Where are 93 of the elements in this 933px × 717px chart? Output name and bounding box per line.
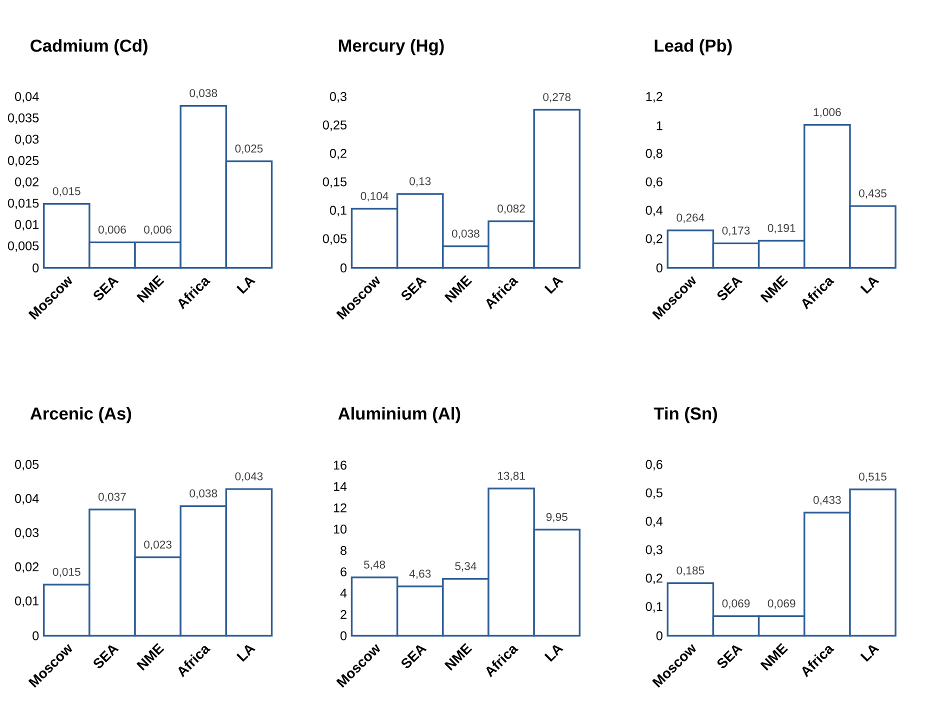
y-tick-label: 16: [334, 460, 346, 470]
y-tick-label: 6: [340, 567, 346, 576]
y-tick-label: 0,1: [330, 206, 346, 216]
y-tick-label: 0,4: [646, 206, 663, 216]
y-tick-label: 0,4: [646, 516, 663, 528]
y-tick-label: 0,1: [646, 602, 662, 613]
y-tick-label: 0,8: [646, 148, 662, 160]
y-tick-label: 0,6: [646, 177, 662, 188]
data-label: 0,006: [98, 226, 126, 235]
data-label: 1,006: [814, 108, 841, 118]
y-tick-label: 14: [334, 482, 347, 491]
y-tick-label: 0,3: [646, 545, 662, 556]
y-tick-label: 2: [340, 610, 346, 619]
y-tick-label: 0,03: [15, 134, 39, 146]
data-label: 0,433: [813, 496, 841, 506]
y-tick-label: 0,02: [15, 562, 39, 573]
chart-title: Arcenic (As): [30, 406, 132, 424]
x-tick-label: LA: [236, 645, 256, 662]
data-label: 9,95: [546, 512, 568, 522]
y-tick-label: 0: [32, 263, 39, 272]
data-label: 0,023: [144, 540, 172, 550]
chart-title: Aluminium (Al): [338, 406, 460, 424]
data-label: 0,015: [52, 568, 80, 578]
x-tick-label: SEA: [94, 277, 119, 300]
y-tick-label: 0,025: [8, 156, 39, 166]
x-tick-label: LA: [544, 277, 564, 294]
data-label: 0,185: [676, 566, 704, 576]
y-tick-label: 12: [334, 503, 346, 512]
y-tick-label: 0,03: [15, 528, 39, 539]
data-label: 0,006: [144, 226, 172, 235]
data-label: 0,038: [190, 489, 218, 499]
y-tick-label: 8: [340, 546, 346, 555]
data-label: 0,038: [452, 230, 480, 239]
y-tick-label: 0,02: [15, 177, 39, 188]
x-tick-label: SEA: [94, 645, 119, 668]
y-tick-label: 0,01: [15, 220, 39, 230]
x-tick-label: SEA: [402, 277, 427, 300]
data-label: 0,037: [98, 492, 126, 502]
y-tick-label: 1,2: [646, 92, 662, 103]
data-label: 0,069: [768, 599, 796, 609]
data-label: 0,13: [410, 177, 431, 187]
y-tick-label: 0,5: [646, 488, 662, 499]
y-tick-label: 0,2: [646, 574, 662, 584]
data-label: 4,63: [409, 570, 431, 579]
y-tick-label: 0,15: [322, 177, 347, 188]
y-tick-label: 0,6: [646, 460, 662, 470]
x-tick-label: SEA: [402, 645, 427, 668]
data-label: 0,435: [859, 189, 886, 199]
data-label: 0,515: [859, 472, 886, 482]
chart-title: Lead (Pb): [654, 39, 732, 56]
y-tick-label: 0: [340, 263, 347, 272]
data-label: 0,025: [235, 144, 263, 154]
data-label: 0,043: [235, 472, 263, 482]
x-tick-label: LA: [544, 645, 564, 662]
chart-title: Mercury (Hg): [338, 38, 444, 56]
data-label: 0,038: [190, 89, 218, 98]
x-tick-label: LA: [860, 277, 880, 294]
y-tick-label: 0,04: [15, 494, 39, 504]
x-tick-label: LA: [236, 277, 256, 294]
data-label: 0,191: [768, 224, 796, 234]
data-label: 13,81: [498, 472, 525, 482]
y-tick-label: 0: [32, 631, 39, 640]
data-label: 0,278: [543, 93, 571, 102]
y-tick-label: 0: [340, 631, 347, 640]
y-tick-label: 0,005: [8, 241, 39, 252]
data-label: 0,264: [676, 214, 704, 223]
data-label: 0,173: [722, 226, 750, 236]
y-tick-label: 0,015: [8, 198, 39, 210]
y-tick-label: 0,035: [8, 113, 39, 124]
y-tick-label: 4: [340, 588, 347, 598]
x-tick-label: LA: [860, 645, 880, 662]
y-tick-label: 10: [334, 524, 347, 534]
data-label: 0,082: [498, 204, 525, 214]
y-tick-label: 0: [656, 263, 662, 272]
data-label: 0,104: [360, 192, 388, 202]
chart-title: Tin (Sn): [654, 406, 717, 424]
y-tick-label: 0: [656, 631, 662, 640]
y-tick-label: 1: [656, 121, 662, 130]
data-label: 0,015: [52, 187, 80, 197]
data-label: 5,34: [455, 562, 476, 572]
y-tick-label: 0,01: [15, 596, 39, 607]
y-tick-label: 0,3: [330, 92, 346, 103]
data-label: 0,069: [722, 599, 750, 609]
y-tick-label: 0,2: [330, 148, 346, 160]
y-tick-label: 0,05: [15, 460, 39, 470]
y-tick-label: 0,25: [322, 120, 347, 131]
y-tick-label: 0,05: [322, 234, 347, 245]
y-tick-label: 0,2: [646, 234, 662, 245]
data-label: 5,48: [364, 560, 386, 570]
x-tick-label: SEA: [717, 277, 743, 300]
y-tick-label: 0,04: [15, 92, 39, 103]
chart-title: Cadmium (Cd): [30, 39, 148, 56]
x-tick-label: SEA: [717, 645, 743, 668]
